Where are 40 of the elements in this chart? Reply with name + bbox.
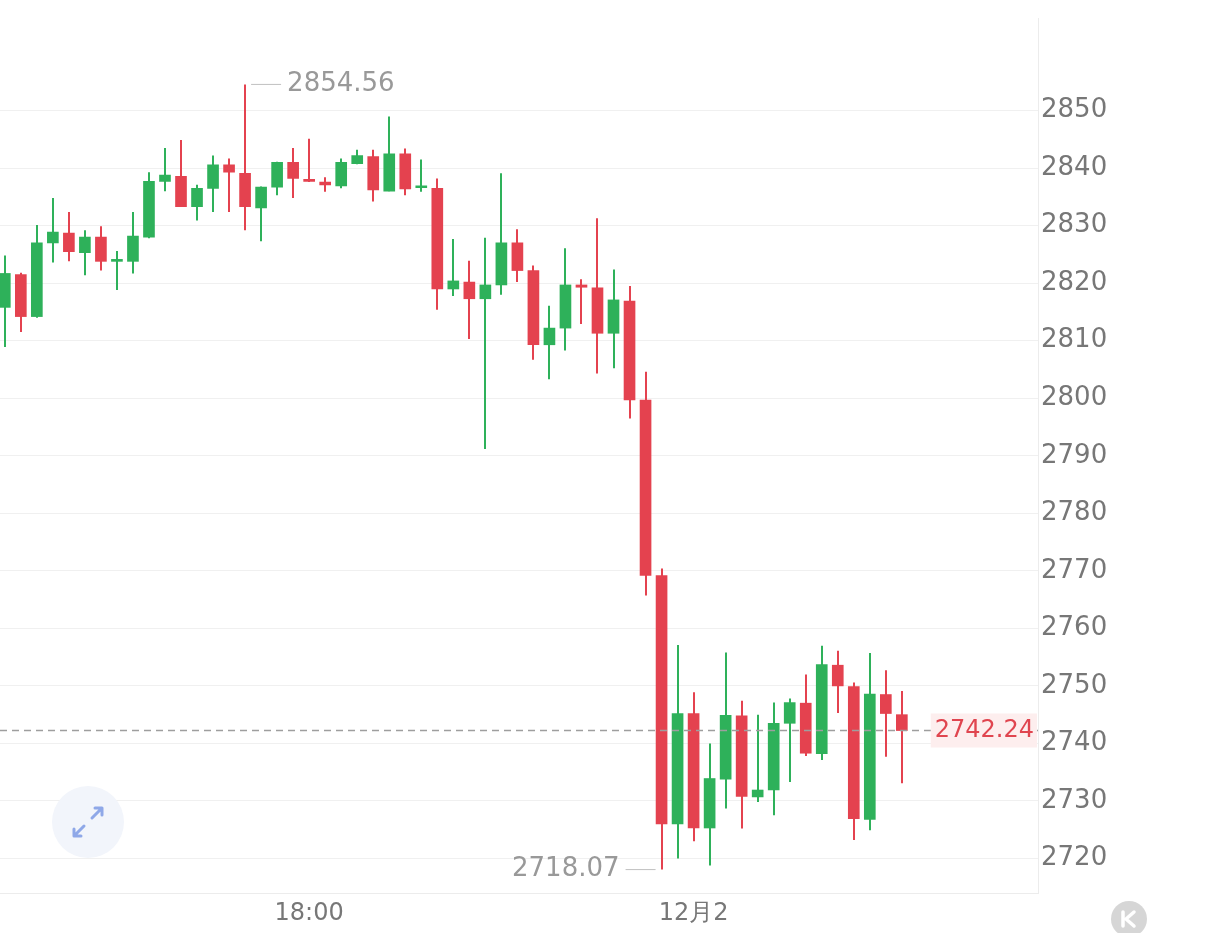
ref-line-label: 2742.24	[934, 714, 1034, 743]
candlestick	[879, 669, 892, 758]
candlestick	[415, 158, 428, 193]
candlestick	[783, 697, 796, 783]
y-tick-label: 2770	[1041, 553, 1108, 584]
candlestick	[447, 237, 460, 297]
y-tick-label: 2820	[1041, 265, 1108, 296]
y-tick-label: 2790	[1041, 438, 1108, 469]
y-tick-label: 2740	[1041, 726, 1108, 757]
candlestick	[751, 713, 764, 804]
y-tick-label: 2800	[1041, 381, 1108, 412]
candlestick	[223, 157, 235, 213]
candlestick	[303, 137, 315, 183]
candlestick	[287, 147, 299, 200]
candlestick	[255, 185, 267, 243]
candlestick	[79, 229, 91, 277]
x-tick-label: 18:00	[274, 897, 344, 926]
annotation: 2718.07	[512, 852, 620, 883]
y-tick-label: 2720	[1041, 841, 1108, 872]
candlestick	[831, 649, 844, 714]
candlestick	[191, 183, 203, 222]
y-tick-label: 2830	[1041, 208, 1108, 239]
candlestick	[575, 278, 588, 326]
candlestick	[463, 259, 476, 341]
annotation: 2854.56	[287, 67, 395, 98]
y-tick-label: 2730	[1041, 783, 1108, 814]
candlestick	[63, 210, 75, 263]
candlestick	[896, 690, 908, 785]
candlestick	[47, 197, 59, 264]
candlestick	[479, 236, 492, 450]
candlestick	[543, 304, 556, 381]
y-tick-label: 2760	[1041, 611, 1108, 642]
y-tick-label: 2750	[1041, 668, 1108, 699]
candlestick	[159, 147, 171, 193]
y-tick-label: 2840	[1041, 150, 1108, 181]
x-tick-label: 12月2	[658, 897, 729, 926]
candlestick	[111, 250, 123, 292]
y-tick-label: 2810	[1041, 323, 1108, 354]
y-tick-label: 2780	[1041, 496, 1108, 527]
y-tick-label: 2850	[1041, 93, 1108, 124]
